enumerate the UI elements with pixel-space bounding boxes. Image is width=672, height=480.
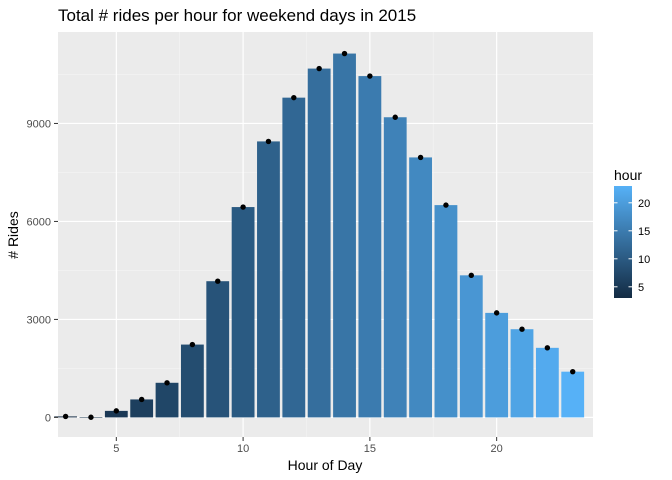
- bar: [307, 68, 331, 418]
- data-point: [519, 326, 525, 332]
- data-point: [316, 65, 322, 72]
- legend-tick-label: 15: [638, 226, 650, 238]
- x-tick-label: 10: [237, 443, 249, 455]
- bar: [231, 207, 255, 418]
- bar: [434, 205, 458, 418]
- legend: hour 5 10 15 20: [614, 167, 650, 298]
- data-point: [138, 396, 145, 403]
- data-point: [468, 272, 474, 279]
- data-point: [443, 202, 449, 208]
- data-point: [265, 138, 272, 145]
- data-point: [341, 50, 348, 57]
- data-point: [417, 154, 424, 161]
- x-tick-label: 5: [113, 443, 119, 455]
- x-tick-label: 20: [491, 443, 503, 455]
- bar: [104, 410, 128, 418]
- data-point: [215, 278, 221, 284]
- data-point: [392, 114, 398, 120]
- y-tick-label: 9000: [27, 118, 51, 130]
- bar: [358, 76, 382, 418]
- legend-tick-label: 10: [638, 254, 650, 266]
- bar: [561, 371, 585, 418]
- bar: [485, 312, 509, 418]
- x-axis: 5 10 15 20: [113, 437, 503, 455]
- legend-tick-label: 20: [638, 198, 650, 210]
- bar: [333, 53, 356, 418]
- data-point: [240, 204, 246, 210]
- points: [62, 50, 576, 420]
- legend-title: hour: [614, 167, 642, 183]
- legend-colorbar: [614, 186, 632, 298]
- data-point: [291, 94, 297, 101]
- y-tick-label: 0: [45, 412, 51, 424]
- legend-ticks: 5 10 15 20: [614, 198, 650, 294]
- data-point: [113, 408, 120, 414]
- data-point: [570, 368, 576, 375]
- bar: [155, 382, 179, 418]
- legend-tick-label: 5: [638, 282, 644, 294]
- data-point: [164, 380, 170, 386]
- data-point: [367, 73, 373, 79]
- data-point: [62, 413, 69, 420]
- bar: [206, 281, 230, 418]
- bar: [409, 157, 432, 418]
- bar: [535, 347, 559, 418]
- bars: [54, 53, 585, 418]
- bar: [459, 275, 483, 418]
- y-axis-title: # Rides: [5, 211, 21, 258]
- bar: [383, 117, 407, 418]
- y-tick-label: 3000: [27, 314, 51, 326]
- bar: [180, 344, 204, 418]
- bar: [257, 141, 280, 418]
- bar: [510, 329, 534, 418]
- bar: [130, 399, 154, 418]
- bar: [282, 97, 306, 418]
- chart-title: Total # rides per hour for weekend days …: [58, 6, 416, 25]
- x-tick-label: 15: [364, 443, 376, 455]
- data-point: [493, 310, 500, 316]
- y-axis: 0 3000 6000 9000: [27, 118, 58, 424]
- y-tick-label: 6000: [27, 216, 51, 228]
- data-point: [544, 345, 551, 351]
- data-point: [88, 414, 94, 420]
- data-point: [189, 341, 196, 348]
- x-axis-title: Hour of Day: [288, 457, 363, 473]
